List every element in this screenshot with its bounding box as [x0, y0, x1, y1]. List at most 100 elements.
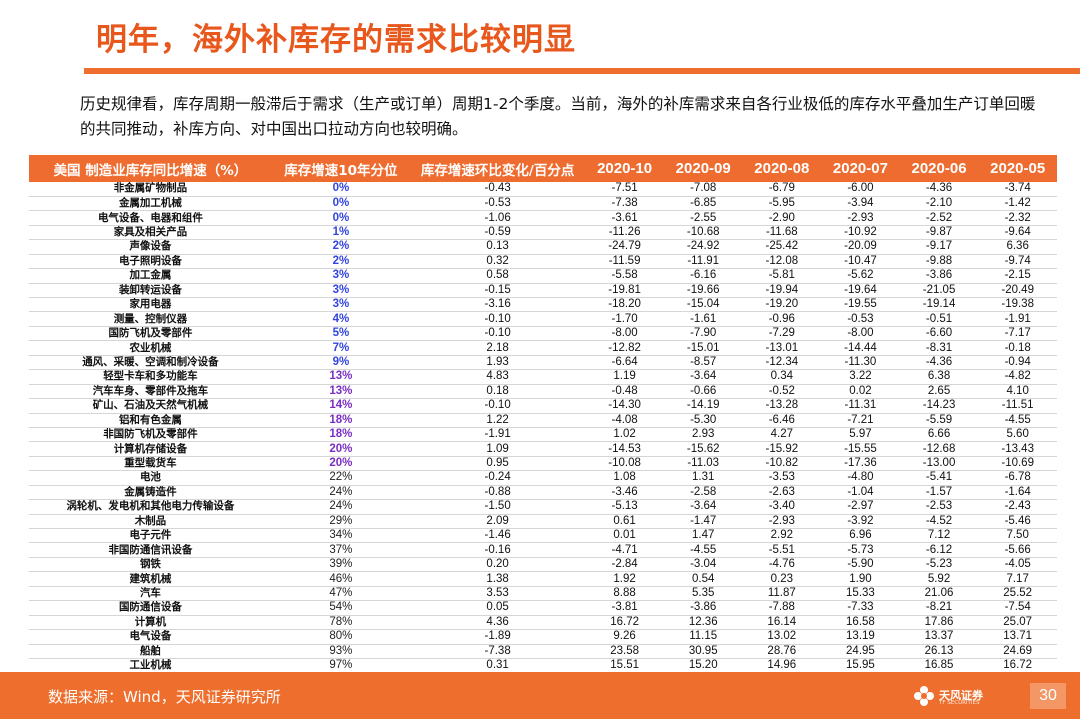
value-cell: -3.40 — [742, 499, 822, 515]
industry-cell: 铝和有色金属 — [29, 413, 272, 428]
value-cell: -3.81 — [585, 600, 664, 616]
value-cell: -15.01 — [663, 340, 743, 356]
value-cell: -6.00 — [821, 182, 900, 197]
brand-logo: 天风证券 TF SECURITIES — [912, 684, 1002, 710]
value-cell: 7.17 — [978, 571, 1057, 587]
value-cell: 1.02 — [585, 427, 664, 443]
change-cell: -1.89 — [409, 629, 586, 645]
value-cell: -10.69 — [978, 456, 1057, 472]
value-cell: -2.43 — [978, 499, 1057, 515]
industry-cell: 钢铁 — [29, 557, 272, 573]
table-row: 电子元件 34% -1.46 0.01 1.47 2.92 6.96 7.12 7.50 — [29, 528, 1057, 544]
value-cell: -17.36 — [821, 456, 900, 472]
change-cell: 1.38 — [409, 571, 586, 587]
value-cell: -15.62 — [663, 441, 743, 457]
value-cell: -7.88 — [742, 600, 822, 616]
value-cell: 3.22 — [821, 369, 900, 385]
value-cell: 15.20 — [663, 658, 743, 674]
title-underline — [84, 68, 1080, 74]
value-cell: -6.79 — [742, 182, 822, 197]
industry-cell: 金属加工机械 — [29, 196, 272, 212]
value-cell: 5.35 — [663, 586, 743, 602]
percentile-cell: 24% — [271, 485, 410, 501]
percentile-cell: 39% — [271, 557, 410, 573]
value-cell: -9.87 — [899, 225, 979, 241]
value-cell: -2.97 — [821, 499, 900, 515]
table-row: 国防飞机及零部件 5% -0.10 -8.00 -7.90 -7.29 -8.00 -6.60… — [29, 326, 1057, 342]
value-cell: 8.88 — [585, 586, 664, 602]
value-cell: -4.36 — [899, 355, 979, 371]
value-cell: 0.34 — [742, 369, 822, 385]
change-cell: -1.46 — [409, 528, 586, 544]
value-cell: 1.19 — [585, 369, 664, 385]
value-cell: 1.90 — [821, 571, 900, 587]
value-cell: -13.00 — [899, 456, 979, 472]
change-cell: -7.38 — [409, 644, 586, 659]
value-cell: -12.68 — [899, 441, 979, 457]
industry-cell: 电气设备、电器和组件 — [29, 210, 272, 226]
value-cell: 25.52 — [978, 586, 1057, 602]
value-cell: -9.74 — [978, 254, 1057, 270]
percentile-cell: 78% — [271, 615, 410, 631]
value-cell: -0.53 — [821, 311, 900, 327]
percentile-cell: 20% — [271, 441, 410, 457]
industry-cell: 通风、采暖、空调和制冷设备 — [29, 355, 272, 371]
value-cell: -5.66 — [978, 542, 1057, 558]
value-cell: -3.64 — [663, 369, 743, 385]
change-cell: -0.53 — [409, 196, 586, 212]
percentile-cell: 0% — [271, 196, 410, 212]
value-cell: -12.82 — [585, 340, 664, 356]
industry-cell: 家用电器 — [29, 297, 272, 313]
value-cell: -5.59 — [899, 413, 979, 428]
industry-cell: 国防飞机及零部件 — [29, 326, 272, 342]
industry-cell: 木制品 — [29, 514, 272, 530]
percentile-cell: 3% — [271, 268, 410, 284]
value-cell: -10.92 — [821, 225, 900, 241]
percentile-cell: 18% — [271, 427, 410, 443]
table-row: 建筑机械 46% 1.38 1.92 0.54 0.23 1.90 5.92 7.17 — [29, 571, 1057, 587]
value-cell: -3.86 — [663, 600, 743, 616]
value-cell: 17.86 — [899, 615, 979, 631]
change-cell: -0.59 — [409, 225, 586, 241]
footer-bar — [0, 672, 1080, 719]
industry-cell: 国防通信设备 — [29, 600, 272, 616]
table-row: 非金属矿物制品 0% -0.43 -7.51 -7.08 -6.79 -6.00 -4.36-… — [29, 182, 1057, 197]
value-cell: -7.21 — [821, 413, 900, 428]
value-cell: -5.73 — [821, 542, 900, 558]
value-cell: -8.31 — [899, 340, 979, 356]
value-cell: -4.36 — [899, 182, 979, 197]
value-cell: -5.41 — [899, 470, 979, 486]
value-cell: -19.38 — [978, 297, 1057, 313]
table-row: 汽车车身、零部件及拖车 13% 0.18 -0.48 -0.66 -0.52 0.02 2.6… — [29, 384, 1057, 400]
percentile-cell: 97% — [271, 658, 410, 674]
value-cell: -11.91 — [663, 254, 743, 270]
value-cell: -13.01 — [742, 340, 822, 356]
value-cell: 13.19 — [821, 629, 900, 645]
value-cell: -19.64 — [821, 283, 900, 299]
value-cell: -0.66 — [663, 384, 743, 400]
value-cell: 0.54 — [663, 571, 743, 587]
percentile-cell: 24% — [271, 499, 410, 515]
value-cell: -24.79 — [585, 239, 664, 255]
value-cell: -6.60 — [899, 326, 979, 342]
table-row: 重型载货车 20% 0.95 -10.08 -11.03 -10.82 -17.36 -13.… — [29, 456, 1057, 472]
change-cell: -1.06 — [409, 210, 586, 226]
industry-cell: 重型载货车 — [29, 456, 272, 472]
value-cell: -0.48 — [585, 384, 664, 400]
industry-cell: 涡轮机、发电机和其他电力传输设备 — [29, 499, 272, 515]
value-cell: -12.34 — [742, 355, 822, 371]
percentile-cell: 5% — [271, 326, 410, 342]
value-cell: 0.02 — [821, 384, 900, 400]
table-row: 木制品 29% 2.09 0.61 -1.47 -2.93 -3.92 -4.52 -5.46 — [29, 514, 1057, 530]
change-cell: 2.18 — [409, 340, 586, 356]
value-cell: -0.18 — [978, 340, 1057, 356]
value-cell: -4.55 — [663, 542, 743, 558]
table-row: 计算机 78% 4.36 16.72 12.36 16.14 16.58 17.86 25.07 — [29, 615, 1057, 631]
value-cell: -6.12 — [899, 542, 979, 558]
value-cell: 4.10 — [978, 384, 1057, 400]
value-cell: 13.37 — [899, 629, 979, 645]
value-cell: -12.08 — [742, 254, 822, 270]
value-cell: -11.03 — [663, 456, 743, 472]
value-cell: -14.19 — [663, 398, 743, 414]
value-cell: -3.86 — [899, 268, 979, 284]
